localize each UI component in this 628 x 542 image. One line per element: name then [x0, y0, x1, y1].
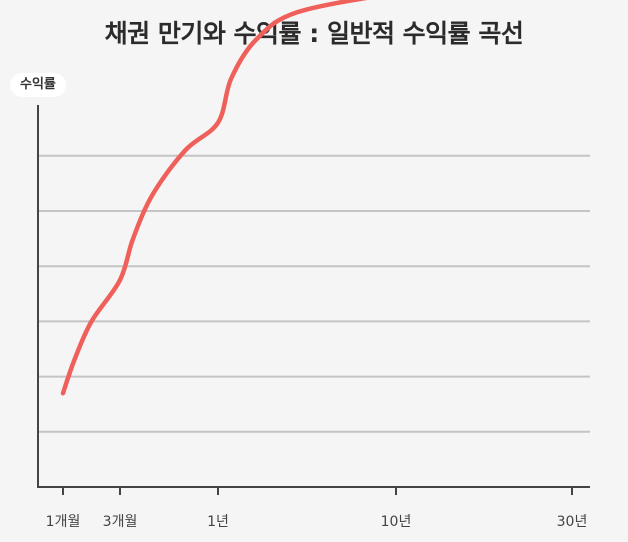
x-tick-label-2: 3개월 — [103, 514, 138, 530]
y-axis-label: 수익률 — [10, 73, 66, 97]
chart-title-bold: 일반적 수익률 곡선 — [326, 19, 524, 48]
x-tick-label-1: 1개월 — [46, 514, 81, 530]
chart-title: 채권 만기와 수익률 : 일반적 수익률 곡선 — [0, 14, 628, 50]
x-tick-label-3: 1년 — [207, 514, 229, 530]
yield-curve-line — [60, 0, 368, 396]
chart-title-plain: 채권 만기와 수익률 : — [104, 19, 327, 48]
x-tick-label-4: 10년 — [381, 514, 412, 530]
x-tick-label-5: 30년 — [557, 514, 588, 530]
